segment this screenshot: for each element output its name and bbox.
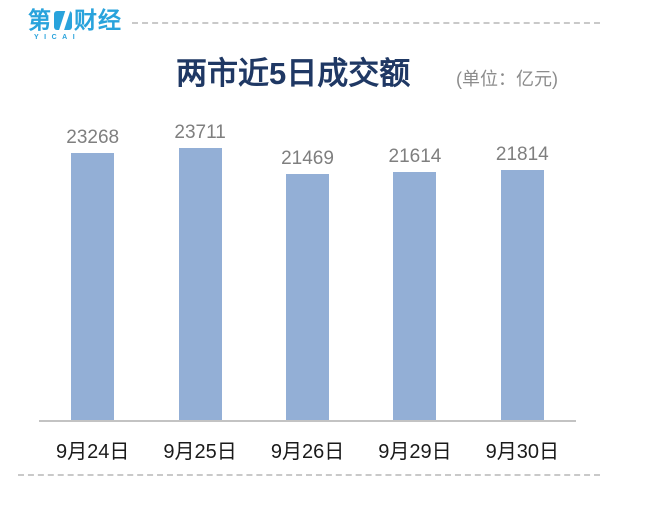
bar-value-label: 23711	[174, 122, 226, 143]
bar-group: 21614	[361, 147, 468, 420]
logo-subtext: YICAI	[34, 34, 81, 41]
bar	[178, 148, 222, 420]
chart-title: 两市近5日成交额	[176, 56, 411, 91]
bar-value-label: 23268	[66, 127, 120, 148]
bar-chart: 23268 23711 21469 21614 21814 9月24日 9月25日 9月26…	[39, 123, 576, 464]
bar-value-label: 21614	[388, 146, 442, 167]
bar	[393, 172, 437, 420]
x-axis-label: 9月29日	[378, 441, 452, 463]
chart-unit-label: (单位：亿元)	[456, 69, 558, 89]
yicai-one-mark-icon	[54, 11, 72, 30]
yicai-logo: 第 财经 YICAI	[28, 9, 132, 42]
bar	[286, 174, 330, 420]
bar-group: 21469	[254, 149, 361, 420]
x-axis-label: 9月25日	[163, 441, 237, 463]
x-axis-labels: 9月24日 9月25日 9月26日 9月29日 9月30日	[39, 435, 576, 464]
bar	[71, 153, 115, 420]
bar-value-label: 21469	[281, 148, 334, 169]
bar-group: 21814	[469, 145, 576, 420]
bottom-dashed-divider	[18, 474, 600, 476]
bar-series: 23268 23711 21469 21614 21814	[39, 123, 576, 422]
bar-group: 23268	[39, 128, 146, 420]
top-dashed-divider	[132, 22, 600, 24]
logo-text-prefix: 第	[28, 7, 52, 33]
bar-value-label: 21814	[495, 144, 549, 165]
x-axis-label: 9月26日	[270, 441, 345, 463]
yicai-logo-row: 第 财经	[28, 9, 132, 32]
logo-text-suffix: 财经	[74, 7, 122, 33]
x-axis-label: 9月24日	[56, 441, 130, 463]
bar	[500, 170, 544, 420]
x-axis-label: 9月30日	[485, 441, 560, 463]
bar-group: 23711	[146, 123, 253, 420]
